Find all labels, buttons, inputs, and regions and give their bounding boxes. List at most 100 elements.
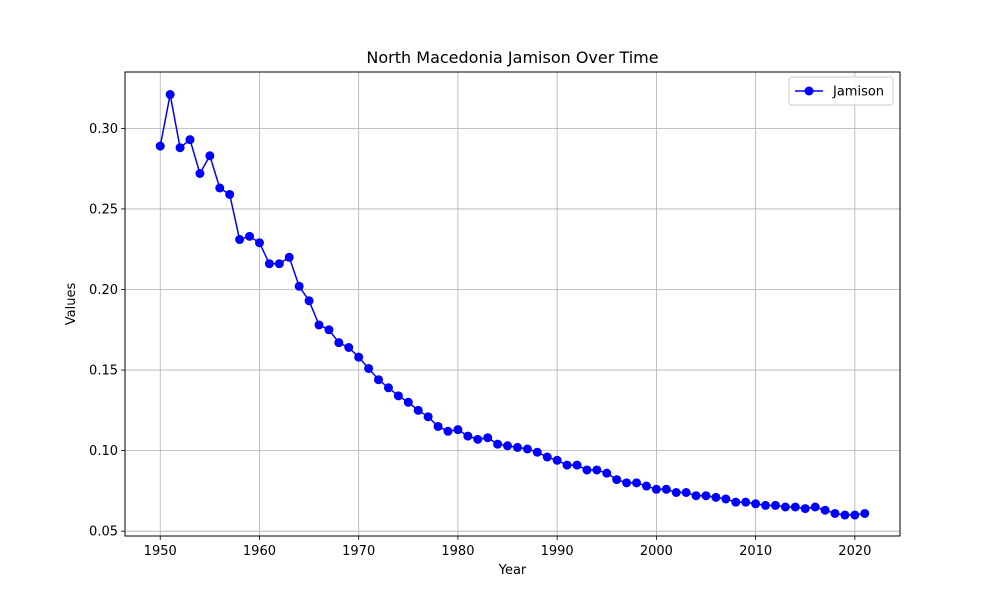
data-point — [592, 465, 602, 475]
legend: Jamison — [788, 76, 894, 106]
x-tick-label: 1980 — [441, 544, 474, 559]
data-point — [443, 426, 453, 436]
data-point — [671, 488, 681, 497]
data-point — [503, 441, 513, 451]
y-tick-label: 0.10 — [89, 444, 118, 459]
data-point — [254, 238, 264, 248]
data-point — [235, 235, 245, 245]
x-axis-ticks: 1950 1960 1970 1980 1990 2000 2010 2020 — [144, 536, 871, 559]
data-point — [860, 508, 870, 518]
data-point — [711, 492, 721, 502]
data-point — [532, 447, 542, 457]
x-axis-title: Year — [498, 563, 527, 578]
x-tick-label: 1960 — [243, 544, 276, 559]
data-point — [413, 405, 423, 415]
data-point — [661, 484, 671, 494]
grid-lines — [125, 72, 900, 536]
data-point — [344, 343, 354, 352]
data-point — [820, 505, 830, 515]
data-point — [205, 151, 215, 161]
y-tick-label: 0.05 — [89, 525, 118, 540]
data-point — [741, 497, 751, 507]
legend-marker-swatch — [804, 86, 814, 96]
legend-box — [788, 76, 894, 106]
data-point — [701, 491, 711, 501]
data-point — [453, 425, 463, 435]
data-point — [651, 484, 661, 494]
data-point — [731, 497, 741, 507]
data-point — [810, 502, 820, 512]
y-axis-ticks: 0.05 0.10 0.15 0.20 0.25 0.30 — [89, 122, 125, 540]
data-point — [681, 488, 691, 497]
data-point — [790, 502, 800, 512]
y-tick-label: 0.25 — [89, 202, 118, 217]
data-point — [215, 183, 225, 193]
plot-area-frame — [124, 71, 901, 537]
data-point — [572, 460, 582, 470]
data-point — [463, 431, 473, 441]
x-tick-label: 2020 — [838, 544, 871, 559]
chart-title: North Macedonia Jamison Over Time — [366, 48, 658, 67]
data-point — [314, 320, 324, 330]
data-point — [483, 433, 493, 443]
data-point — [383, 383, 393, 393]
data-point — [354, 352, 364, 362]
data-point — [770, 500, 780, 510]
x-tick-label: 2010 — [739, 544, 772, 559]
data-point — [522, 444, 532, 454]
data-point — [393, 391, 403, 401]
data-point — [334, 338, 344, 348]
data-point — [155, 141, 165, 151]
x-tick-label: 1950 — [144, 544, 177, 559]
data-point — [850, 510, 860, 520]
data-point — [552, 455, 562, 465]
data-point — [622, 478, 632, 488]
y-tick-label: 0.30 — [89, 122, 118, 137]
data-point — [751, 499, 761, 509]
data-point — [304, 296, 314, 306]
data-point — [274, 259, 284, 269]
data-point — [165, 90, 175, 100]
data-point — [324, 325, 334, 335]
y-tick-label: 0.20 — [89, 283, 118, 298]
data-point — [761, 500, 771, 510]
y-tick-label: 0.15 — [89, 364, 118, 379]
data-point — [800, 504, 810, 514]
data-point — [780, 502, 790, 512]
data-point — [830, 508, 840, 518]
x-tick-label: 1970 — [342, 544, 375, 559]
x-tick-label: 2000 — [640, 544, 673, 559]
data-point — [423, 412, 433, 422]
y-axis-title: Values — [64, 283, 79, 326]
data-point — [403, 397, 413, 407]
data-point — [493, 439, 503, 449]
data-point — [542, 452, 552, 462]
data-point — [264, 259, 274, 269]
data-point — [691, 491, 701, 501]
data-point — [473, 434, 483, 444]
data-point — [512, 442, 522, 452]
x-tick-label: 1990 — [541, 544, 574, 559]
data-point — [602, 468, 612, 478]
data-point — [562, 460, 572, 470]
data-point — [185, 135, 195, 145]
data-point — [641, 481, 651, 491]
data-point — [175, 143, 185, 153]
data-point — [374, 375, 384, 385]
data-point — [433, 421, 443, 431]
data-point — [225, 189, 235, 199]
data-point — [840, 510, 850, 520]
data-point — [195, 169, 205, 178]
data-point — [582, 465, 592, 475]
series-line-jamison — [159, 94, 865, 516]
data-point — [364, 363, 374, 373]
legend-label: Jamison — [832, 85, 884, 100]
data-point — [284, 252, 294, 262]
data-point — [721, 494, 731, 504]
series-group — [155, 90, 870, 520]
data-point — [294, 281, 304, 291]
data-point — [632, 478, 642, 488]
data-point — [245, 231, 255, 241]
data-point — [612, 475, 622, 485]
